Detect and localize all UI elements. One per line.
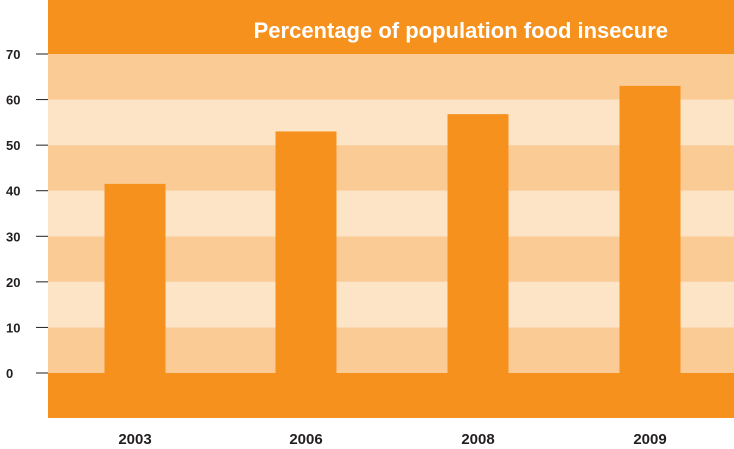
y-tick-label: 20 <box>6 275 20 290</box>
x-axis: 2003 2006 2008 2009 <box>118 431 666 448</box>
y-tick-label: 70 <box>6 47 20 62</box>
y-axis: 0 10 20 30 40 50 60 70 <box>6 47 48 381</box>
y-tick-label: 10 <box>6 320 20 335</box>
bar-2008 <box>447 114 509 373</box>
chart-title: Percentage of population food insecure <box>254 18 668 43</box>
x-tick-label: 2006 <box>289 431 322 448</box>
bar-2003 <box>104 183 166 373</box>
y-tick-label: 30 <box>6 229 20 244</box>
y-tick-label: 40 <box>6 184 20 199</box>
y-tick-label: 0 <box>6 366 13 381</box>
y-tick-label: 50 <box>6 138 20 153</box>
x-tick-label: 2008 <box>461 431 494 448</box>
chart-header-band <box>48 0 734 54</box>
chart-footer-band <box>48 373 734 418</box>
bars <box>104 85 681 374</box>
bar-2009 <box>619 85 681 374</box>
x-tick-label: 2009 <box>633 431 666 448</box>
y-tick-label: 60 <box>6 93 20 108</box>
bar-2006 <box>275 131 337 373</box>
x-tick-label: 2003 <box>118 431 151 448</box>
